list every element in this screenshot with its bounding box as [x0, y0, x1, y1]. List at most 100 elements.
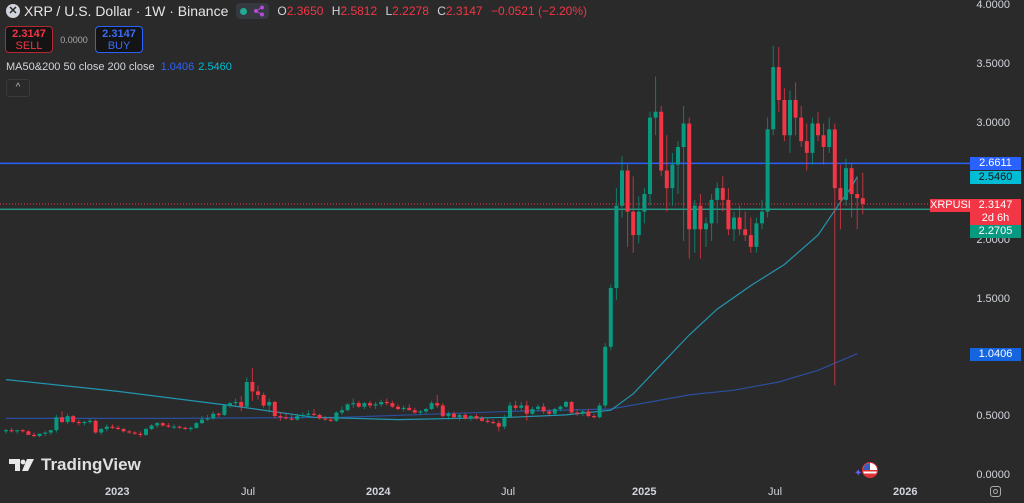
- chart-settings-icon[interactable]: [990, 486, 1001, 497]
- candle-body: [827, 129, 832, 147]
- candle-body: [222, 405, 227, 415]
- tradingview-logo-icon: [9, 459, 34, 471]
- candle-body: [71, 416, 76, 422]
- candle-body: [670, 164, 675, 189]
- ma50-tag: 2.5460: [970, 171, 1021, 184]
- event-star-icon: ✦: [854, 468, 863, 479]
- price-tick-label: 4.0000: [976, 0, 1010, 11]
- candle-body: [508, 405, 512, 418]
- tradingview-logo[interactable]: TradingView: [9, 455, 141, 475]
- candle-body: [782, 100, 787, 136]
- candle-body: [860, 198, 865, 205]
- candle-body: [9, 430, 14, 432]
- candle-body: [592, 416, 596, 418]
- candle-body: [631, 211, 636, 236]
- candle-body: [373, 404, 378, 406]
- candle-body: [536, 406, 540, 410]
- candle-body: [32, 434, 36, 437]
- candle-body: [407, 407, 412, 411]
- candle-body: [440, 405, 445, 417]
- candle-body: [144, 429, 148, 435]
- candle-body: [659, 111, 664, 171]
- buy-button[interactable]: 2.3147 BUY: [95, 26, 143, 53]
- candle-body: [188, 427, 193, 429]
- candle-body: [289, 418, 294, 420]
- price-tick-label: 3.0000: [976, 116, 1010, 129]
- candle-body: [569, 401, 574, 413]
- ohlc-values: O2.3650 H2.5812 L2.2278 C2.3147 −0.0521 …: [277, 4, 588, 18]
- candle-body: [429, 403, 434, 410]
- candle-body: [737, 217, 742, 230]
- status-pill[interactable]: [236, 3, 270, 19]
- candle-body: [474, 416, 479, 419]
- candle-body: [810, 123, 815, 153]
- chevron-up-icon: ^: [15, 82, 21, 93]
- candle-body: [216, 413, 221, 415]
- candle-body: [586, 411, 591, 417]
- time-tick-label: 2025: [632, 486, 657, 498]
- candle-body: [412, 410, 417, 413]
- candle-body: [205, 418, 210, 420]
- collapse-legend-button[interactable]: ^: [6, 79, 30, 97]
- candle-body: [93, 420, 98, 433]
- candle-body: [692, 205, 697, 230]
- ma200-tag: 1.0406: [970, 348, 1021, 361]
- price-tick-label: 0.0000: [976, 469, 1010, 481]
- candle-body: [788, 100, 792, 136]
- candle-body: [804, 141, 809, 153]
- candle-body: [396, 406, 400, 410]
- candle-body: [743, 229, 748, 236]
- last-price-tag: 2.3147: [970, 199, 1021, 212]
- candle-body: [720, 188, 725, 200]
- candle-body: [379, 401, 384, 405]
- symbol-title[interactable]: XRP / U.S. Dollar · 1W · Binance: [24, 3, 229, 19]
- candle-body: [760, 211, 764, 224]
- candle-body: [334, 412, 339, 421]
- candle-body: [160, 423, 165, 426]
- candle-body: [60, 417, 64, 422]
- candle-body: [37, 433, 42, 437]
- time-tick-label: Jul: [768, 486, 783, 498]
- ma200-value: 1.0406: [160, 61, 195, 73]
- ma50-line: [5, 176, 858, 421]
- candle-body: [306, 413, 311, 415]
- candle-body: [26, 431, 31, 435]
- price-tick-label: 1.5000: [976, 292, 1010, 305]
- candle-body: [54, 417, 59, 431]
- indicator-legend[interactable]: MA50&200 50 close 200 close 1.0406 2.5460: [6, 61, 232, 73]
- candle-body: [138, 433, 143, 435]
- xrp-logo-icon: ✕: [6, 4, 20, 18]
- candle-body: [608, 288, 613, 347]
- candle-body: [530, 409, 535, 414]
- candle-body: [816, 123, 820, 136]
- candle-body: [435, 403, 440, 406]
- candle-body: [849, 168, 854, 194]
- indicator-label: MA50&200 50 close 200 close: [6, 61, 155, 73]
- candle-body: [194, 423, 199, 428]
- candle-body: [82, 421, 87, 424]
- us-flag-event-icon[interactable]: [862, 462, 878, 478]
- candle-body: [485, 420, 490, 422]
- candle-body: [698, 205, 703, 230]
- candle-body: [166, 425, 171, 427]
- candle-body: [368, 403, 372, 406]
- sell-button[interactable]: 2.3147 SELL: [5, 26, 53, 53]
- candle-body: [20, 430, 25, 432]
- candle-body: [121, 429, 126, 432]
- candle-body: [88, 420, 92, 422]
- candle-body: [390, 403, 395, 407]
- candle-body: [832, 129, 837, 189]
- market-open-icon: [240, 7, 248, 15]
- candle-body: [418, 411, 423, 413]
- price-change: −0.0521 (−2.20%): [490, 4, 588, 18]
- candle-body: [183, 427, 188, 429]
- candle-body: [480, 418, 484, 421]
- candle-body: [524, 405, 529, 414]
- candle-body: [463, 414, 468, 419]
- candle-body: [65, 416, 70, 422]
- candle-body: [323, 418, 328, 420]
- candle-body: [575, 412, 580, 414]
- candle-body: [765, 129, 770, 212]
- candle-body: [43, 432, 48, 434]
